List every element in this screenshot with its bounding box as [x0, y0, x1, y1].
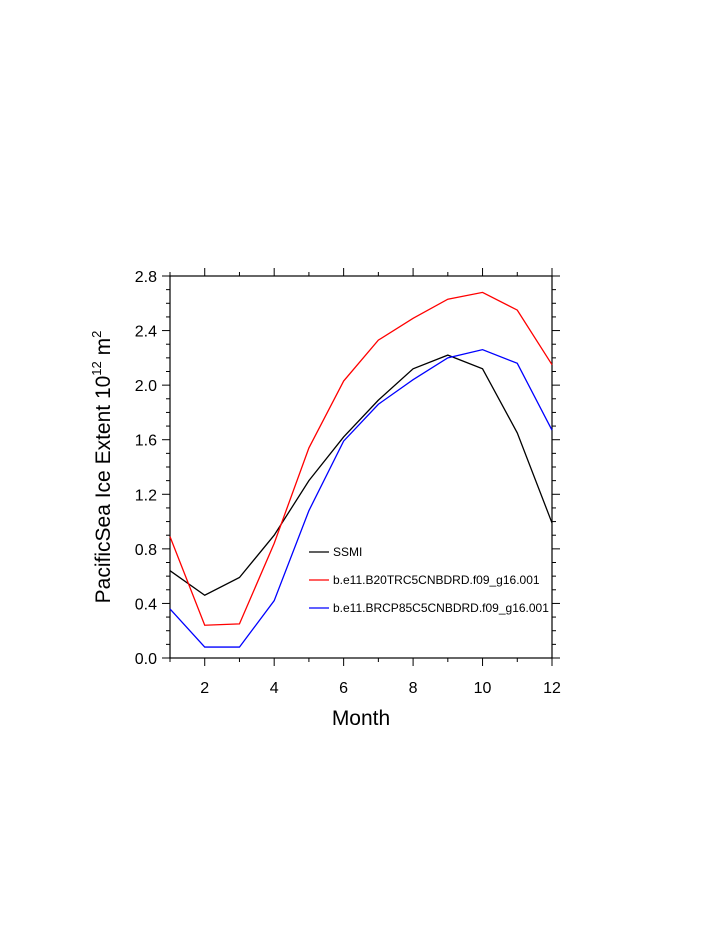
- x-axis-title: Month: [332, 707, 390, 730]
- x-tick-label: 4: [270, 680, 279, 697]
- y-tick-label: 0.4: [135, 596, 157, 613]
- legend-label: b.e11.BRCP85C5CNBDRD.f09_g16.001: [333, 601, 549, 615]
- y-tick-label: 1.6: [135, 433, 157, 450]
- x-tick-label: 8: [409, 680, 418, 697]
- x-tick-label: 10: [474, 680, 492, 697]
- legend-label: SSMI: [333, 545, 362, 559]
- x-tick-label: 12: [543, 680, 561, 697]
- y-axis-title-main: PacificSea Ice Extent 10: [92, 376, 115, 604]
- tick-labels: 2 4 6 8 10 12 0.0 0.4 0.8 1.2 1.6 2.0 2.4 2.8: [135, 269, 561, 697]
- y-axis-title-exponent: 12: [89, 361, 104, 375]
- x-tick-label: 6: [339, 680, 348, 697]
- x-tick-label: 2: [200, 680, 209, 697]
- y-axis-title: PacificSea Ice Extent 1012 m2: [89, 331, 115, 604]
- series-line: [169, 291, 553, 626]
- y-axis-title-unit: m: [92, 338, 115, 361]
- y-tick-label: 0.8: [135, 542, 157, 559]
- legend: SSMI b.e11.B20TRC5CNBDRD.f09_g16.001 b.e11…: [309, 545, 549, 615]
- legend-label: b.e11.B20TRC5CNBDRD.f09_g16.001: [333, 573, 540, 587]
- series-lines: [169, 291, 553, 648]
- y-tick-label: 0.0: [135, 651, 157, 668]
- axis-ticks: [162, 268, 560, 666]
- series-line: [169, 348, 553, 648]
- y-tick-label: 2.4: [135, 324, 157, 341]
- y-tick-label: 1.2: [135, 487, 157, 504]
- series-line: [169, 354, 553, 597]
- y-axis-title-unit-exponent: 2: [89, 331, 104, 338]
- y-tick-label: 2.8: [135, 269, 157, 286]
- y-tick-label: 2.0: [135, 378, 157, 395]
